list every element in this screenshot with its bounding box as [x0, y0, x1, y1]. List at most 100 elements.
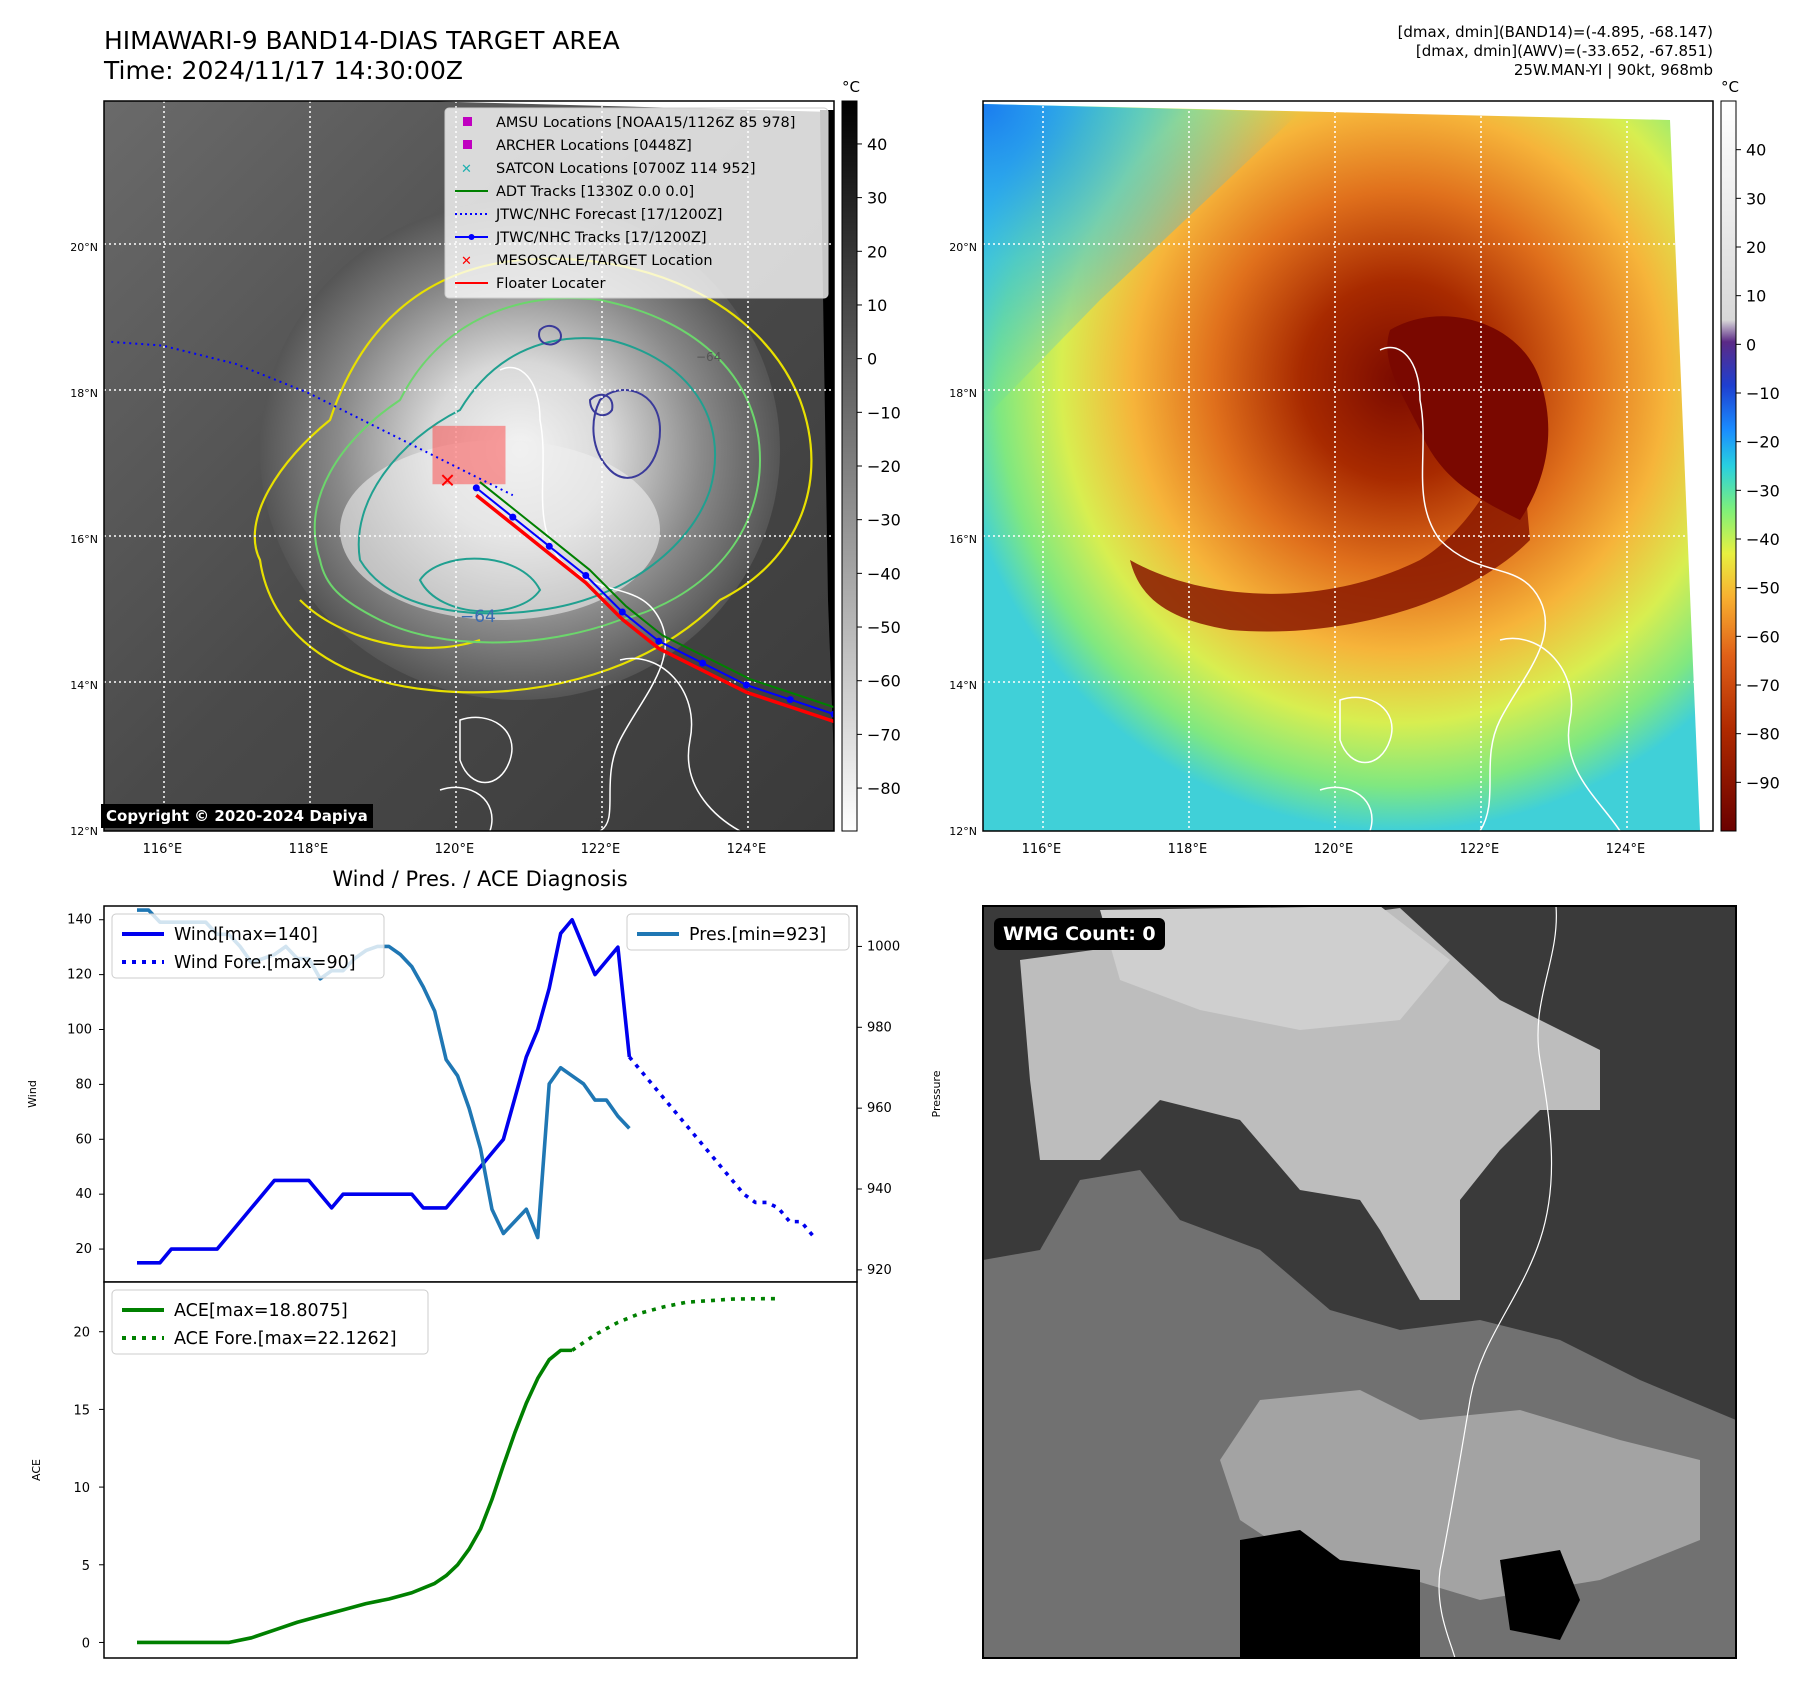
colorbar-tick: −50 — [1746, 579, 1780, 598]
wmg-count-badge: WMG Count: 0 — [994, 918, 1165, 950]
legend-label: JTWC/NHC Tracks [17/1200Z] — [495, 230, 707, 246]
colorbar-tick: 0 — [867, 350, 877, 369]
wind-axis-label: Wind — [26, 1080, 39, 1108]
ir-contour-indigo — [538, 324, 662, 479]
wv-field — [983, 104, 1700, 831]
track-point — [786, 696, 794, 704]
wmg-panel — [982, 905, 1737, 1659]
storm-info: 25W.MAN-YI | 90kt, 968mb — [1513, 61, 1713, 79]
jtwc-best-track — [475, 487, 834, 716]
legend-label: Floater Locater — [496, 276, 605, 292]
wind-tick: 80 — [75, 1077, 92, 1092]
lon-tick-label: 124°E — [727, 842, 767, 857]
lon-tick-label: 116°E — [143, 842, 183, 857]
figure-title: HIMAWARI-9 BAND14-DIAS TARGET AREA — [104, 26, 620, 55]
wind-tick: 140 — [67, 913, 92, 928]
map-legend: AMSU Locations [NOAA15/1126Z 85 978] ARCH… — [444, 107, 829, 299]
legend-item: ARCHER Locations [0448Z] — [463, 138, 692, 154]
colorbar-tick: −30 — [867, 511, 901, 530]
colorbar-tick: −80 — [1746, 725, 1780, 744]
ace-series-line — [571, 1296, 779, 1352]
ir-contour-label-64: −64 — [460, 607, 496, 627]
pressure-tick: 980 — [867, 1020, 892, 1035]
colorbar-tick: 30 — [867, 189, 887, 208]
colorbar-tick: −90 — [1746, 773, 1780, 792]
colorbar-tick: 10 — [867, 296, 887, 315]
jtwc-track-points — [472, 484, 834, 718]
map-axis-ticks: 116°E 118°E 120°E 122°E 124°E 20°N 18°N 16°N 14°… — [70, 241, 1645, 857]
ace-chart: 0 5 10 15 20 ACE ACE[max=18.8075] ACE Fore.[m… — [30, 1281, 858, 1659]
wv-coastlines — [1319, 346, 1621, 831]
legend-label: SATCON Locations [0700Z 114 952] — [496, 161, 755, 177]
legend-item: ✕ MESOSCALE/TARGET Location — [461, 253, 713, 269]
pressure-legend: Pres.[min=923] — [626, 913, 850, 951]
track-point — [618, 608, 626, 616]
ace-legend: ACE[max=18.8075] ACE Fore.[max=22.1262] — [111, 1289, 429, 1355]
pressure-tick: 920 — [867, 1263, 892, 1278]
chart-legend-label: ACE[max=18.8075] — [174, 1301, 348, 1321]
lat-tick-label: 14°N — [949, 679, 977, 692]
chart-legend-label: ACE Fore.[max=22.1262] — [174, 1329, 397, 1349]
ace-series-line — [137, 1348, 573, 1645]
colorbar-tick: −60 — [1746, 627, 1780, 646]
ir-contour-green — [313, 297, 762, 644]
lon-tick-label: 120°E — [435, 842, 475, 857]
wv-colorbar-unit: °C — [1721, 78, 1739, 96]
legend-item: Floater Locater — [455, 276, 605, 292]
wv-satellite-panel — [983, 101, 1713, 831]
awv-stats: [dmax, dmin](AWV)=(-33.652, -67.851) — [1415, 42, 1713, 60]
legend-label: AMSU Locations [NOAA15/1126Z 85 978] — [496, 115, 795, 131]
lon-tick-label: 116°E — [1022, 842, 1062, 857]
legend-label: ADT Tracks [1330Z 0.0 0.0] — [496, 184, 694, 200]
wind-tick: 20 — [75, 1242, 92, 1257]
floater-locater-track — [475, 493, 834, 724]
wv-gridlines — [983, 101, 1713, 831]
colorbar-tick: −40 — [1746, 530, 1780, 549]
legend-item: ADT Tracks [1330Z 0.0 0.0] — [455, 184, 694, 200]
colorbar-tick: 30 — [1746, 189, 1766, 208]
colorbar-tick: −10 — [867, 403, 901, 422]
lon-tick-label: 118°E — [289, 842, 329, 857]
target-area-box — [432, 425, 506, 485]
ace-tick: 0 — [82, 1636, 90, 1651]
colorbar-tick: 40 — [867, 135, 887, 154]
diagnosis-title: Wind / Pres. / ACE Diagnosis — [332, 867, 627, 891]
lat-tick-label: 18°N — [70, 387, 98, 400]
lat-tick-label: 20°N — [70, 241, 98, 254]
ace-tick: 20 — [73, 1326, 90, 1341]
track-point — [742, 681, 750, 689]
colorbar-tick: 0 — [1746, 335, 1756, 354]
wmg-high-region — [1020, 908, 1600, 1300]
lon-tick-label: 118°E — [1168, 842, 1208, 857]
lon-tick-label: 124°E — [1606, 842, 1646, 857]
pressure-axis-label: Pressure — [930, 1070, 943, 1117]
track-point — [545, 542, 553, 550]
legend-label: ARCHER Locations [0448Z] — [496, 138, 692, 154]
wv-dry-region — [983, 104, 1300, 420]
band14-stats: [dmax, dmin](BAND14)=(-4.895, -68.147) — [1397, 23, 1713, 41]
ir-contour-teal — [357, 337, 717, 615]
wv-frame — [982, 100, 1714, 832]
wv-colorbar: 40 30 20 10 0 −10 −20 −30 −40 −50 −60 −70 −80 −90 °C — [1720, 78, 1780, 832]
colorbar-tick: −60 — [867, 672, 901, 691]
track-point — [699, 659, 707, 667]
colorbar-tick: 40 — [1746, 141, 1766, 160]
svg-text:✕: ✕ — [461, 162, 472, 177]
wind-tick: 120 — [67, 968, 92, 983]
wind-tick: 60 — [75, 1132, 92, 1147]
ace-tick: 5 — [82, 1559, 90, 1574]
ir-colorbar: 40 30 20 10 0 −10 −20 −30 −40 −50 −60 −70 −80 °C — [841, 78, 901, 832]
chart-legend-label: Pres.[min=923] — [689, 925, 826, 945]
legend-item: ✕ SATCON Locations [0700Z 114 952] — [461, 161, 755, 177]
lon-tick-label: 122°E — [1460, 842, 1500, 857]
wv-spiral-band — [1130, 430, 1530, 632]
pressure-tick: 1000 — [867, 939, 900, 954]
pressure-tick: 960 — [867, 1101, 892, 1116]
jtwc-forecast-track — [111, 340, 514, 497]
lat-tick-label: 16°N — [949, 533, 977, 546]
colorbar-tick: 20 — [1746, 238, 1766, 257]
wmg-dark-spot — [1240, 1530, 1420, 1658]
wind-legend: Wind[max=140] Wind Fore.[max=90] — [111, 913, 385, 979]
wind-tick: 100 — [67, 1023, 92, 1038]
legend-label: JTWC/NHC Forecast [17/1200Z] — [495, 207, 722, 223]
